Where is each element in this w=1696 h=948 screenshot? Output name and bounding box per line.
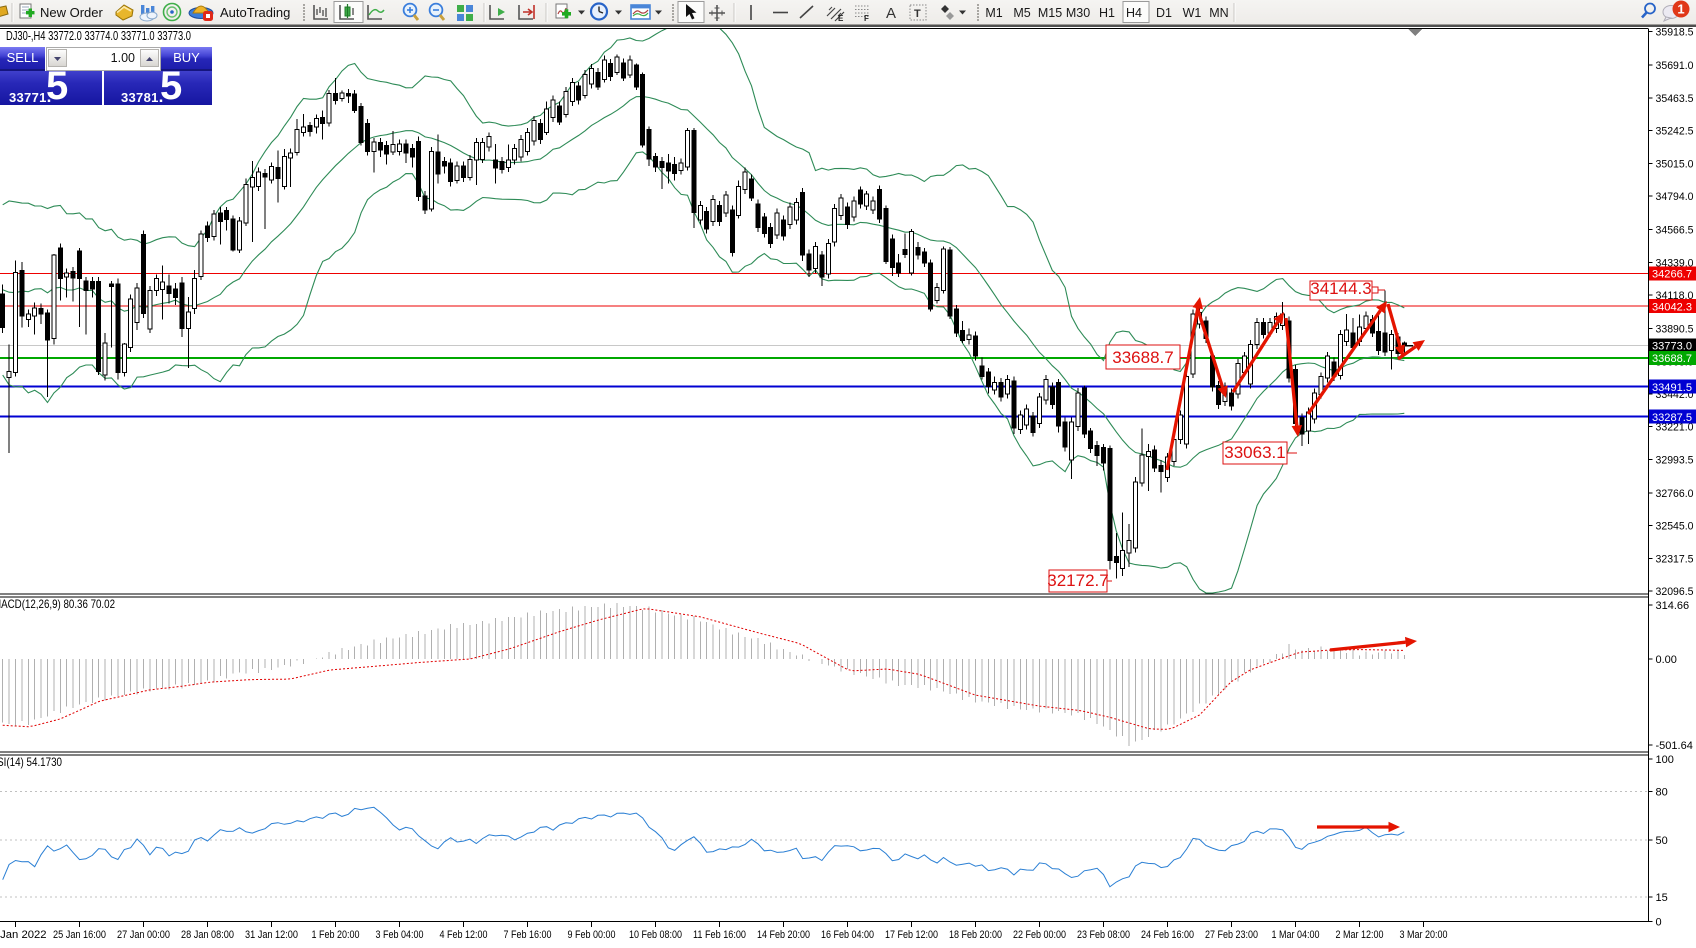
svg-text:33688.7: 33688.7 bbox=[1652, 353, 1692, 365]
svg-text:32993.5: 32993.5 bbox=[1656, 455, 1694, 467]
svg-text:27 Jan 00:00: 27 Jan 00:00 bbox=[117, 929, 170, 941]
svg-text:27 Feb 23:00: 27 Feb 23:00 bbox=[1205, 929, 1258, 941]
svg-text:25 Jan 16:00: 25 Jan 16:00 bbox=[53, 929, 106, 941]
svg-text:33773.0: 33773.0 bbox=[1652, 341, 1692, 353]
svg-text:MACD(12,26,9) 80.36 70.02: MACD(12,26,9) 80.36 70.02 bbox=[0, 597, 115, 611]
svg-text:3 Feb 04:00: 3 Feb 04:00 bbox=[376, 929, 424, 941]
svg-text:35918.5: 35918.5 bbox=[1656, 27, 1694, 39]
svg-text:32766.0: 32766.0 bbox=[1656, 488, 1694, 500]
svg-text:18 Feb 20:00: 18 Feb 20:00 bbox=[949, 929, 1002, 941]
svg-text:7 Feb 16:00: 7 Feb 16:00 bbox=[504, 929, 552, 941]
svg-text:34566.5: 34566.5 bbox=[1656, 224, 1694, 236]
svg-text:100: 100 bbox=[1656, 754, 1674, 766]
svg-text:0: 0 bbox=[1656, 917, 1662, 929]
svg-text:1: 1 bbox=[1677, 2, 1684, 17]
svg-text:3 Mar 20:00: 3 Mar 20:00 bbox=[1400, 929, 1448, 941]
svg-text:2 Mar 12:00: 2 Mar 12:00 bbox=[1336, 929, 1384, 941]
svg-text:11 Feb 16:00: 11 Feb 16:00 bbox=[693, 929, 746, 941]
svg-text:22 Feb 00:00: 22 Feb 00:00 bbox=[1013, 929, 1066, 941]
svg-text:H4: H4 bbox=[1126, 6, 1142, 20]
svg-text:35691.0: 35691.0 bbox=[1656, 60, 1694, 72]
svg-text:16 Feb 04:00: 16 Feb 04:00 bbox=[821, 929, 874, 941]
svg-text:M5: M5 bbox=[1013, 6, 1030, 20]
svg-text:34794.0: 34794.0 bbox=[1656, 191, 1694, 203]
svg-text:33221.0: 33221.0 bbox=[1656, 421, 1694, 433]
svg-text:DJ30-,H4 33772.0 33774.0 3377: DJ30-,H4 33772.0 33774.0 33771.0 33773.0 bbox=[6, 29, 191, 43]
svg-text:M1: M1 bbox=[985, 6, 1002, 20]
svg-text:80: 80 bbox=[1656, 787, 1668, 799]
svg-text:W1: W1 bbox=[1183, 6, 1202, 20]
svg-text:33491.5: 33491.5 bbox=[1652, 382, 1692, 394]
svg-text:24 Feb 16:00: 24 Feb 16:00 bbox=[1141, 929, 1194, 941]
svg-text:50: 50 bbox=[1656, 835, 1668, 847]
svg-text:RSI(14) 54.1730: RSI(14) 54.1730 bbox=[0, 755, 62, 769]
svg-text:4 Feb 12:00: 4 Feb 12:00 bbox=[440, 929, 488, 941]
svg-text:H1: H1 bbox=[1099, 6, 1115, 20]
svg-text:34266.7: 34266.7 bbox=[1652, 269, 1692, 281]
svg-text:35242.5: 35242.5 bbox=[1656, 125, 1694, 137]
svg-text:33890.5: 33890.5 bbox=[1656, 323, 1694, 335]
svg-text:M30: M30 bbox=[1066, 6, 1090, 20]
svg-text:E: E bbox=[838, 14, 844, 23]
svg-text:AutoTrading: AutoTrading bbox=[220, 5, 290, 20]
svg-text:1 Feb 20:00: 1 Feb 20:00 bbox=[312, 929, 360, 941]
svg-text:35463.5: 35463.5 bbox=[1656, 93, 1694, 105]
svg-text:A: A bbox=[886, 5, 896, 22]
svg-text:32096.5: 32096.5 bbox=[1656, 586, 1694, 598]
svg-text:D1: D1 bbox=[1156, 6, 1172, 20]
svg-text:33063.1: 33063.1 bbox=[1224, 443, 1285, 462]
svg-text:0.00: 0.00 bbox=[1656, 654, 1677, 666]
svg-text:9 Feb 00:00: 9 Feb 00:00 bbox=[568, 929, 616, 941]
svg-text:23 Feb 08:00: 23 Feb 08:00 bbox=[1077, 929, 1130, 941]
svg-text:34042.3: 34042.3 bbox=[1652, 301, 1692, 313]
svg-text:32172.7: 32172.7 bbox=[1047, 571, 1108, 590]
svg-text:MN: MN bbox=[1209, 6, 1228, 20]
svg-text:14 Feb 20:00: 14 Feb 20:00 bbox=[757, 929, 810, 941]
svg-text:35015.0: 35015.0 bbox=[1656, 159, 1694, 171]
svg-text:15: 15 bbox=[1656, 892, 1668, 904]
svg-text:32545.0: 32545.0 bbox=[1656, 520, 1694, 532]
svg-text:T: T bbox=[914, 8, 921, 20]
svg-text:10 Feb 08:00: 10 Feb 08:00 bbox=[629, 929, 682, 941]
svg-text:33688.7: 33688.7 bbox=[1112, 348, 1173, 367]
svg-text:M15: M15 bbox=[1038, 6, 1062, 20]
svg-text:31 Jan 12:00: 31 Jan 12:00 bbox=[245, 929, 298, 941]
svg-text:F: F bbox=[864, 14, 869, 23]
svg-text:28 Jan 08:00: 28 Jan 08:00 bbox=[181, 929, 234, 941]
svg-text:24 Jan 2022: 24 Jan 2022 bbox=[0, 929, 46, 941]
svg-text:32317.5: 32317.5 bbox=[1656, 554, 1694, 566]
svg-text:33287.5: 33287.5 bbox=[1652, 412, 1692, 424]
svg-text:34144.3: 34144.3 bbox=[1310, 279, 1371, 298]
svg-text:34118.0: 34118.0 bbox=[1656, 290, 1694, 302]
svg-text:-501.64: -501.64 bbox=[1656, 740, 1693, 752]
svg-text:New Order: New Order bbox=[40, 5, 104, 20]
svg-text:314.66: 314.66 bbox=[1656, 600, 1690, 612]
svg-text:17 Feb 12:00: 17 Feb 12:00 bbox=[885, 929, 938, 941]
svg-text:1 Mar 04:00: 1 Mar 04:00 bbox=[1272, 929, 1320, 941]
